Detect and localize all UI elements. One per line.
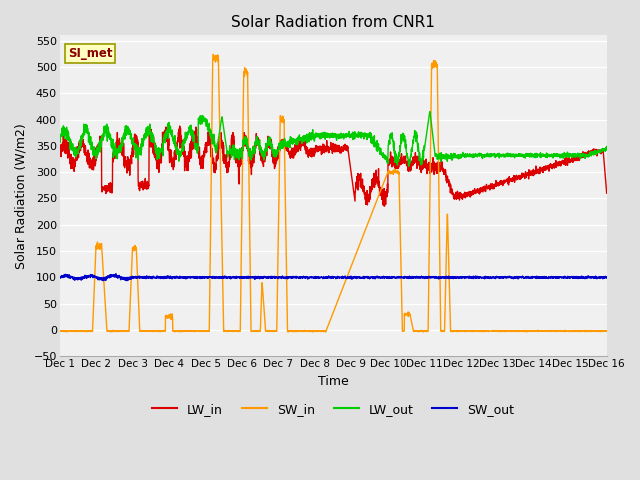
- Line: SW_in: SW_in: [60, 54, 607, 332]
- SW_in: [322, 329, 330, 335]
- LW_out: [150, 141, 158, 147]
- LW_in: [118, 152, 126, 158]
- Line: SW_out: SW_out: [60, 274, 607, 281]
- LW_out: [534, 151, 541, 156]
- LW_in: [150, 155, 158, 160]
- SW_out: [112, 271, 120, 276]
- SW_in: [593, 328, 600, 334]
- SW_out: [118, 276, 126, 282]
- SW_out: [123, 278, 131, 284]
- LW_out: [56, 136, 63, 142]
- Legend: LW_in, SW_in, LW_out, SW_out: LW_in, SW_in, LW_out, SW_out: [147, 398, 519, 420]
- Text: SI_met: SI_met: [68, 47, 113, 60]
- LW_out: [404, 163, 412, 169]
- SW_in: [118, 328, 126, 334]
- LW_in: [381, 203, 388, 209]
- SW_in: [266, 328, 273, 334]
- LW_in: [266, 139, 273, 145]
- LW_in: [603, 191, 611, 196]
- SW_out: [593, 276, 600, 281]
- LW_in: [56, 144, 63, 149]
- LW_in: [534, 169, 541, 175]
- SW_in: [209, 51, 217, 57]
- LW_in: [176, 123, 184, 129]
- SW_in: [289, 329, 297, 335]
- Line: LW_in: LW_in: [60, 126, 607, 206]
- SW_out: [290, 274, 298, 280]
- SW_out: [603, 275, 611, 281]
- X-axis label: Time: Time: [318, 375, 349, 388]
- LW_out: [289, 137, 297, 143]
- LW_in: [289, 150, 297, 156]
- LW_out: [426, 109, 434, 115]
- SW_in: [150, 328, 158, 334]
- LW_out: [603, 144, 611, 149]
- SW_in: [603, 328, 611, 334]
- Y-axis label: Solar Radiation (W/m2): Solar Radiation (W/m2): [15, 123, 28, 269]
- LW_out: [266, 138, 273, 144]
- SW_out: [151, 275, 159, 280]
- LW_out: [118, 143, 126, 148]
- Title: Solar Radiation from CNR1: Solar Radiation from CNR1: [231, 15, 435, 30]
- SW_out: [266, 274, 274, 280]
- Line: LW_out: LW_out: [60, 112, 607, 166]
- SW_out: [56, 275, 63, 280]
- LW_out: [593, 152, 600, 157]
- LW_in: [593, 151, 600, 157]
- SW_out: [534, 275, 541, 281]
- SW_in: [534, 328, 541, 334]
- SW_in: [56, 328, 63, 334]
